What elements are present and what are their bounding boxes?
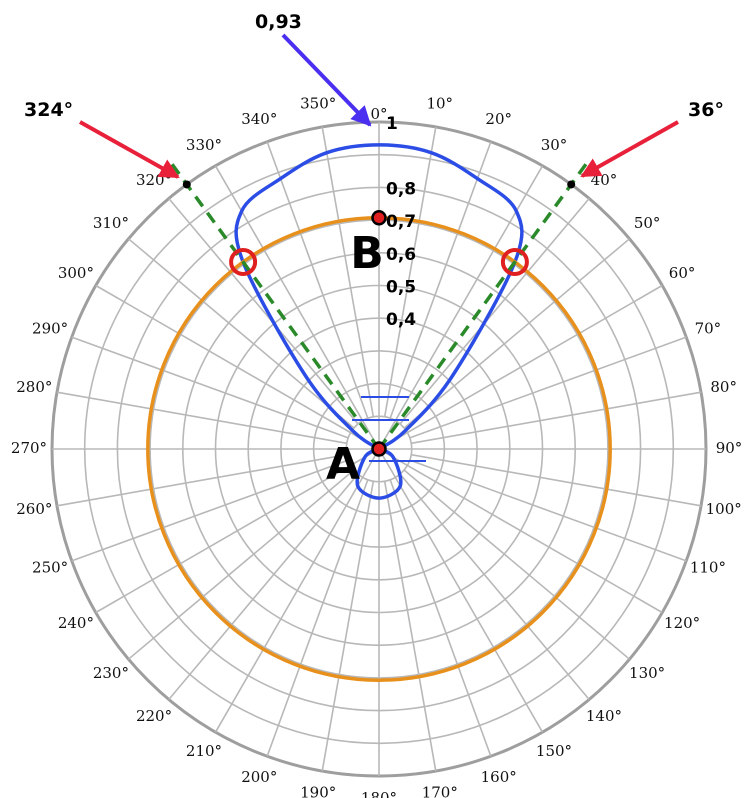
angle-tick-label: 0° xyxy=(370,105,387,123)
angle-tick-label: 20° xyxy=(485,110,512,128)
angle-tick-label: 340° xyxy=(241,110,277,128)
angle-spoke xyxy=(266,141,369,419)
angle-tick-label: 50° xyxy=(634,214,661,232)
angle-spoke xyxy=(399,473,590,701)
angle-spoke xyxy=(403,238,631,429)
point-label-b: B xyxy=(350,228,384,279)
angle-tick-label: 150° xyxy=(536,742,572,760)
radial-tick-label: 0,5 xyxy=(386,278,416,298)
angle-spoke xyxy=(266,479,369,757)
angle-tick-label: 100° xyxy=(706,500,742,518)
angle-tick-label: 10° xyxy=(426,94,453,112)
angle-tick-label: 310° xyxy=(93,214,129,232)
reference-line-36 xyxy=(377,162,588,451)
angle-tick-label: 180° xyxy=(361,789,397,798)
angle-spoke xyxy=(409,459,687,562)
angle-tick-label: 260° xyxy=(16,500,52,518)
annotation-label: 36° xyxy=(688,99,724,121)
angle-tick-label: 230° xyxy=(93,664,129,682)
angle-spoke xyxy=(389,141,492,419)
angle-spoke xyxy=(56,453,347,507)
angle-tick-label: 300° xyxy=(58,264,94,282)
angle-tick-label: 120° xyxy=(664,614,700,632)
angle-tick-label: 80° xyxy=(710,378,737,396)
radiation-pattern-curve xyxy=(234,143,524,500)
angle-spoke xyxy=(389,479,492,757)
angle-tick-label: 190° xyxy=(300,784,336,798)
angle-tick-label: 200° xyxy=(241,768,277,786)
angle-spoke xyxy=(127,469,355,660)
angle-spoke xyxy=(214,448,380,733)
angle-spoke xyxy=(71,459,349,562)
angle-tick-label: 130° xyxy=(629,664,665,682)
angle-spoke xyxy=(411,453,702,507)
angle-tick-label: 70° xyxy=(695,319,722,337)
angle-tick-label: 110° xyxy=(690,559,726,577)
angle-tick-label: 330° xyxy=(186,136,222,154)
annotation-arrow xyxy=(580,120,679,178)
angle-tick-label: 290° xyxy=(32,319,68,337)
angle-tick-label: 40° xyxy=(591,171,618,189)
angle-spoke xyxy=(378,448,544,733)
reference-line-324 xyxy=(170,162,381,451)
angle-tick-label: 140° xyxy=(586,707,622,725)
labels: 0°10°20°30°40°50°60°70°80°90°100°110°120… xyxy=(11,11,742,798)
annotation-arrow xyxy=(281,33,372,127)
angle-spoke xyxy=(383,481,437,772)
angle-spoke xyxy=(383,126,437,417)
radial-tick-label: 1 xyxy=(386,114,398,134)
point-marker-b xyxy=(371,210,387,226)
angle-spoke xyxy=(403,469,631,660)
reference-point xyxy=(567,180,576,189)
intersection-marker xyxy=(229,247,258,276)
point-marker-a xyxy=(371,441,387,457)
angle-tick-label: 270° xyxy=(11,439,47,457)
angle-spoke xyxy=(71,336,349,439)
angle-spoke xyxy=(399,197,590,425)
radial-tick-label: 0,4 xyxy=(386,310,416,330)
angle-spoke xyxy=(168,197,359,425)
angle-tick-label: 60° xyxy=(669,264,696,282)
angle-spoke xyxy=(127,238,355,429)
reference-point xyxy=(182,180,191,189)
angle-spoke xyxy=(168,473,359,701)
reference-lines xyxy=(170,162,588,451)
intersection-marker xyxy=(500,247,529,276)
angle-spoke xyxy=(378,284,663,450)
angle-tick-label: 90° xyxy=(716,439,743,457)
annotation-arrow xyxy=(79,120,180,179)
angle-tick-label: 30° xyxy=(541,136,568,154)
angle-spoke xyxy=(411,391,702,445)
angle-tick-label: 250° xyxy=(32,559,68,577)
angle-spoke xyxy=(95,284,380,450)
angle-tick-label: 170° xyxy=(422,784,458,798)
angle-spoke xyxy=(409,336,687,439)
angle-spoke xyxy=(321,481,375,772)
angle-tick-label: 320° xyxy=(136,171,172,189)
angle-spoke xyxy=(95,448,380,614)
annotation-label: 0,93 xyxy=(255,11,302,33)
radial-tick-label: 0,8 xyxy=(386,179,416,199)
radial-tick-label: 0,7 xyxy=(386,212,416,232)
polar-grid xyxy=(50,120,708,778)
angle-tick-label: 160° xyxy=(481,768,517,786)
angle-spoke xyxy=(321,126,375,417)
radial-tick-label: 0,6 xyxy=(386,245,416,265)
angle-spoke xyxy=(56,391,347,445)
angle-tick-label: 280° xyxy=(16,378,52,396)
annotation-label: 324° xyxy=(24,99,73,121)
angle-tick-label: 240° xyxy=(58,614,94,632)
angle-spoke xyxy=(378,448,663,614)
angle-tick-label: 210° xyxy=(186,742,222,760)
markers xyxy=(229,210,529,457)
angle-tick-label: 350° xyxy=(300,94,336,112)
point-label-a: A xyxy=(326,439,360,490)
angle-tick-label: 220° xyxy=(136,707,172,725)
